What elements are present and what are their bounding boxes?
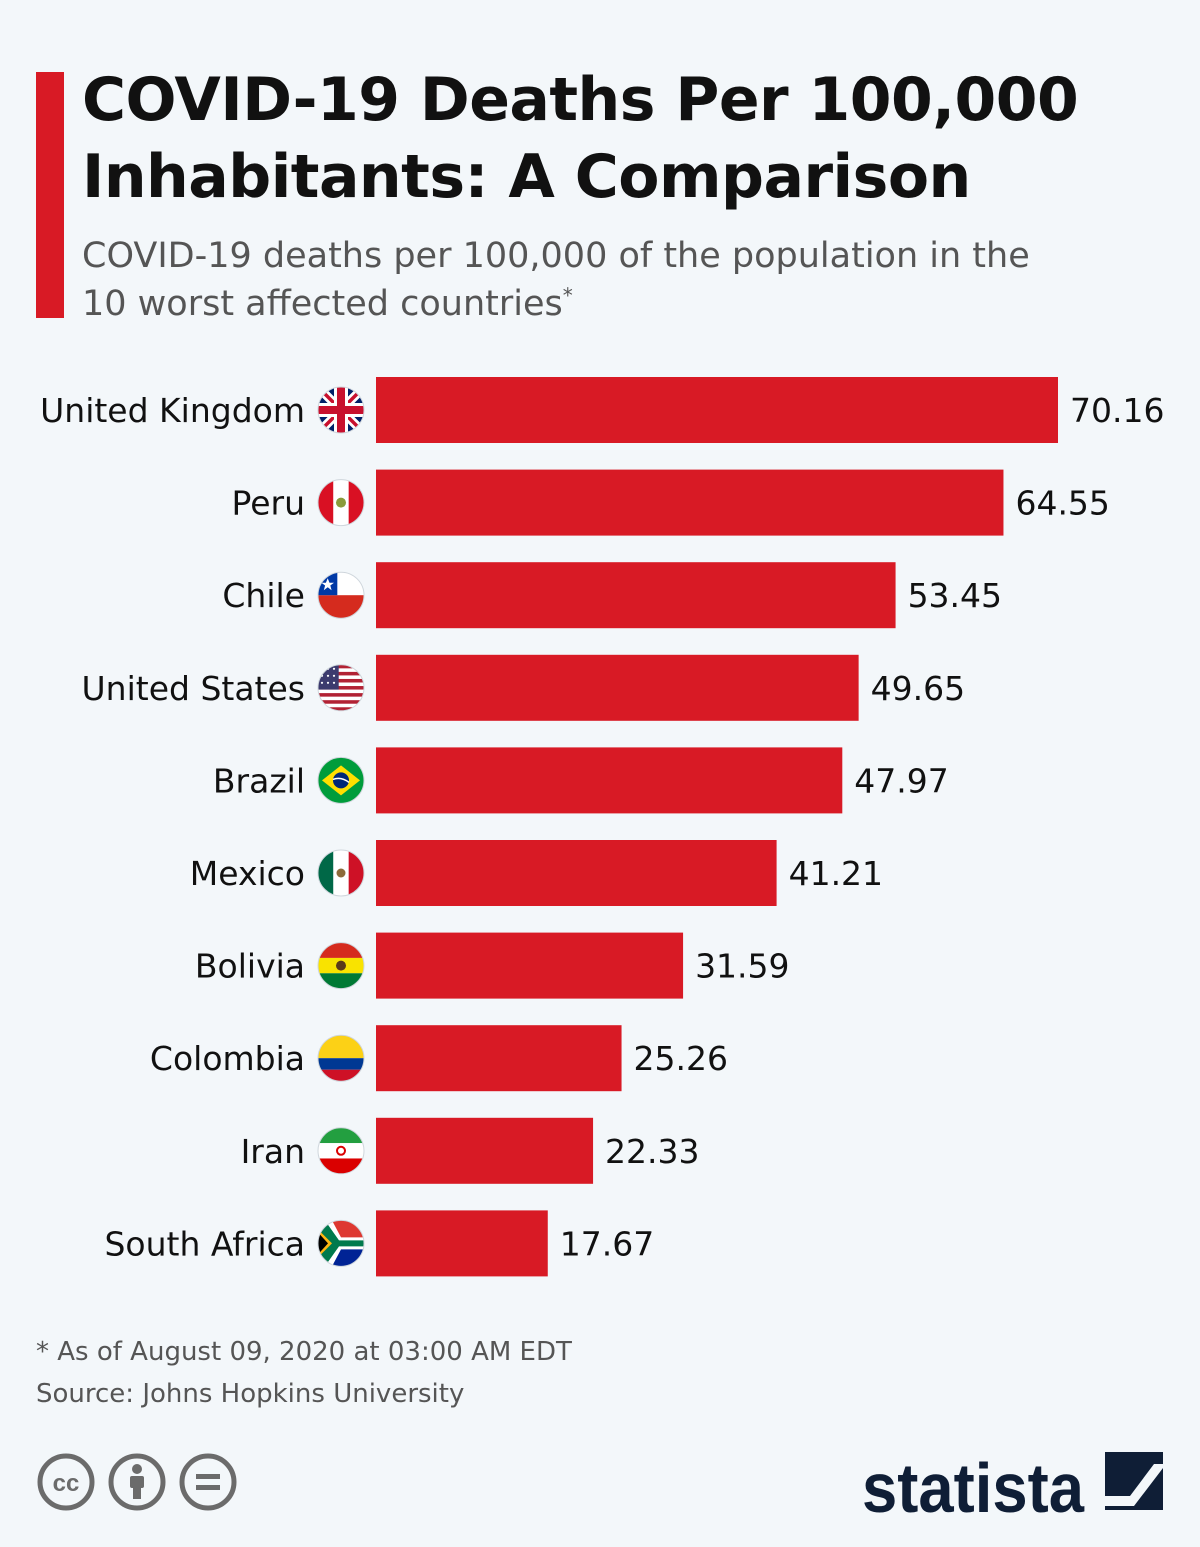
value-label-colombia: 25.26 xyxy=(634,1039,728,1078)
category-label-iran: Iran xyxy=(241,1132,305,1171)
value-label-peru: 64.55 xyxy=(1015,484,1109,523)
value-label-south-africa: 17.67 xyxy=(560,1224,654,1263)
colombia-flag-icon xyxy=(318,1035,364,1082)
subtitle-footnote-marker: * xyxy=(562,283,573,308)
cc-icon[interactable]: cc xyxy=(36,1452,96,1512)
category-label-south-africa: South Africa xyxy=(104,1224,305,1263)
bar-mexico xyxy=(376,840,777,906)
footnote: * As of August 09, 2020 at 03:00 AM EDT xyxy=(36,1337,572,1367)
category-label-chile: Chile xyxy=(222,576,305,615)
bar-iran xyxy=(376,1117,594,1184)
bar-south-africa xyxy=(376,1210,548,1277)
bolivia-flag-icon xyxy=(318,942,364,989)
subtitle-text: COVID-19 deaths per 100,000 of the popul… xyxy=(82,236,1030,324)
title-accent-bar xyxy=(36,72,64,318)
value-label-united-kingdom: 70.16 xyxy=(1070,391,1164,430)
chile-flag-icon xyxy=(318,572,364,619)
svg-text:cc: cc xyxy=(53,1470,80,1497)
value-label-bolivia: 31.59 xyxy=(695,947,789,986)
bar-brazil xyxy=(376,747,843,814)
category-label-peru: Peru xyxy=(231,484,305,523)
category-label-brazil: Brazil xyxy=(213,761,305,800)
us-flag-icon xyxy=(318,664,364,711)
uk-flag-icon xyxy=(318,387,364,433)
value-label-iran: 22.33 xyxy=(605,1132,699,1171)
value-label-united-states: 49.65 xyxy=(871,669,965,708)
bar-chart: United Kingdom 70.16 Peru 64.55 Chile 53.45 Un… xyxy=(40,377,1164,1277)
mexico-flag-icon xyxy=(318,850,364,896)
brazil-flag-icon xyxy=(318,757,364,804)
category-label-united-kingdom: United Kingdom xyxy=(40,391,305,430)
value-label-chile: 53.45 xyxy=(908,576,1002,615)
south-africa-flag-icon xyxy=(318,1220,364,1267)
category-label-bolivia: Bolivia xyxy=(195,947,305,986)
bar-colombia xyxy=(376,1025,622,1092)
statista-logo-mark xyxy=(1105,1452,1163,1510)
peru-flag-icon xyxy=(318,479,364,526)
bar-peru xyxy=(376,469,1004,536)
value-label-mexico: 41.21 xyxy=(789,854,883,893)
bar-bolivia xyxy=(376,932,684,999)
chart-title: COVID-19 Deaths Per 100,000 Inhabitants:… xyxy=(82,65,1079,212)
category-label-mexico: Mexico xyxy=(190,854,305,893)
value-label-brazil: 47.97 xyxy=(854,761,948,800)
attribution-icon[interactable] xyxy=(107,1452,167,1512)
bar-chile xyxy=(376,562,896,629)
category-label-colombia: Colombia xyxy=(150,1039,305,1078)
bar-united-kingdom xyxy=(376,377,1058,443)
iran-flag-icon xyxy=(318,1127,364,1174)
bar-united-states xyxy=(376,654,859,721)
chart-subtitle: COVID-19 deaths per 100,000 of the popul… xyxy=(82,232,1082,328)
category-label-united-states: United States xyxy=(82,669,305,708)
statista-logo: statista xyxy=(862,1449,1163,1524)
source-note: Source: Johns Hopkins University xyxy=(36,1379,465,1409)
no-derivatives-icon[interactable] xyxy=(178,1452,238,1512)
statista-wordmark: statista xyxy=(862,1449,1085,1524)
